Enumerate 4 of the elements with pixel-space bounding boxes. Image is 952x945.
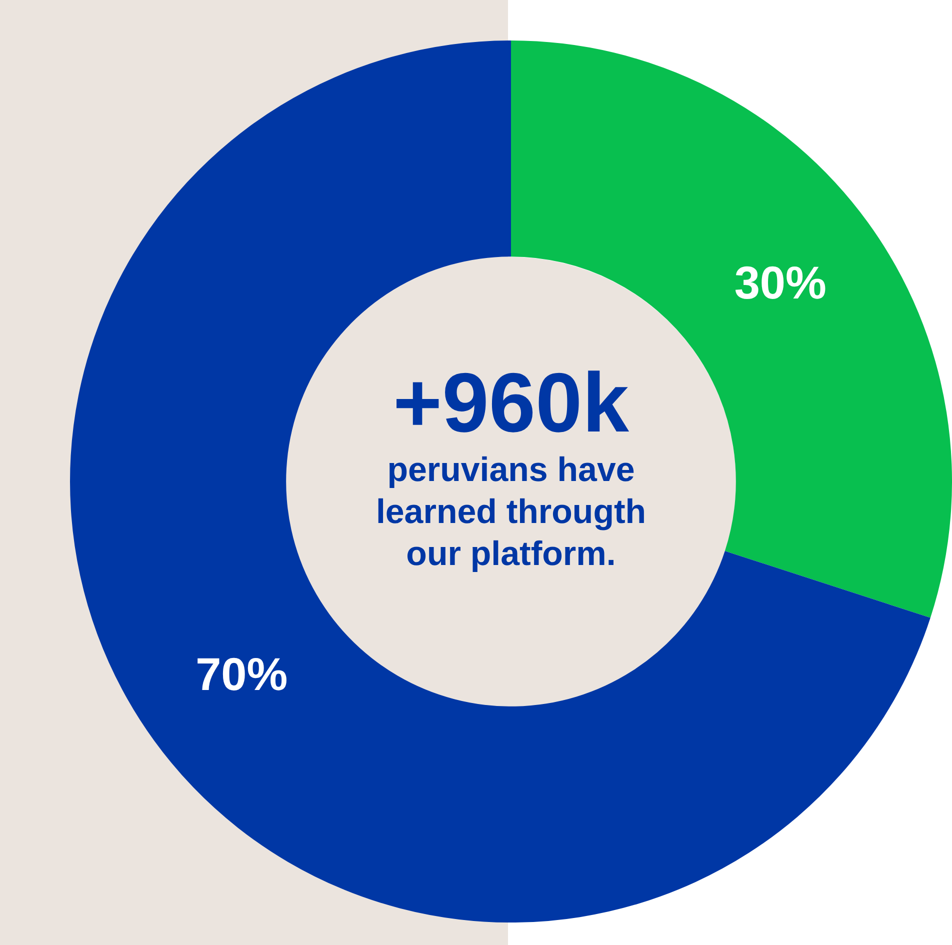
text: peruvians have learned througth our platform. [376, 450, 646, 573]
data-label: 70% [196, 648, 288, 700]
data-label: 30% [734, 256, 826, 308]
text: +960k [393, 356, 630, 450]
